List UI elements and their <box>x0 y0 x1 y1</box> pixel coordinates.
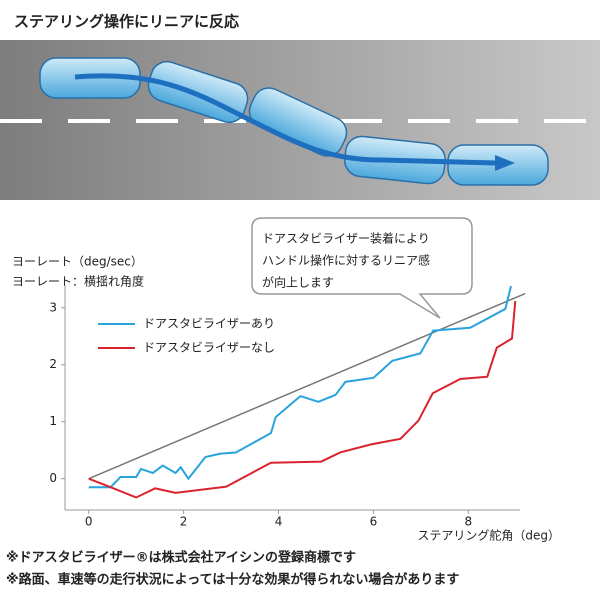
reference-line <box>88 292 526 480</box>
x-axis-label: ステアリング舵角（deg） <box>417 528 560 543</box>
y-axis-label: ヨーレート（deg/sec） <box>12 255 143 269</box>
y-axis-note: ヨーレート：横揺れ角度 <box>12 274 144 289</box>
callout-text: ドアスタビライザー装着により <box>262 231 430 246</box>
footnote: ※ドアスタビライザー®は株式会社アイシンの登録商標です <box>6 550 356 566</box>
x-tick-label: 8 <box>464 515 472 529</box>
x-tick-label: 6 <box>370 515 378 529</box>
x-tick-label: 4 <box>275 515 283 529</box>
footnote: ※路面、車速等の走行状況によっては十分な効果が得られない場合があります <box>6 572 459 588</box>
callout-text: ハンドル操作に対するリニア感 <box>262 253 430 268</box>
y-tick-label: 1 <box>49 414 57 428</box>
y-tick-label: 0 <box>49 471 57 485</box>
y-tick-label: 3 <box>49 300 57 314</box>
y-tick-label: 2 <box>49 357 57 371</box>
legend-label: ドアスタビライザーあり <box>143 317 275 331</box>
x-tick-label: 2 <box>180 515 188 529</box>
callout-text: が向上します <box>262 275 334 290</box>
legend-label: ドアスタビライザーなし <box>143 341 275 355</box>
series-line <box>88 300 517 499</box>
road-illustration <box>0 40 600 200</box>
chart-title: ステアリング操作にリニアに反応 <box>14 13 239 31</box>
series-line <box>88 285 512 489</box>
callout: ドアスタビライザー装着により ハンドル操作に対するリニア感 が向上します <box>251 217 473 319</box>
x-tick-label: 0 <box>85 515 93 529</box>
